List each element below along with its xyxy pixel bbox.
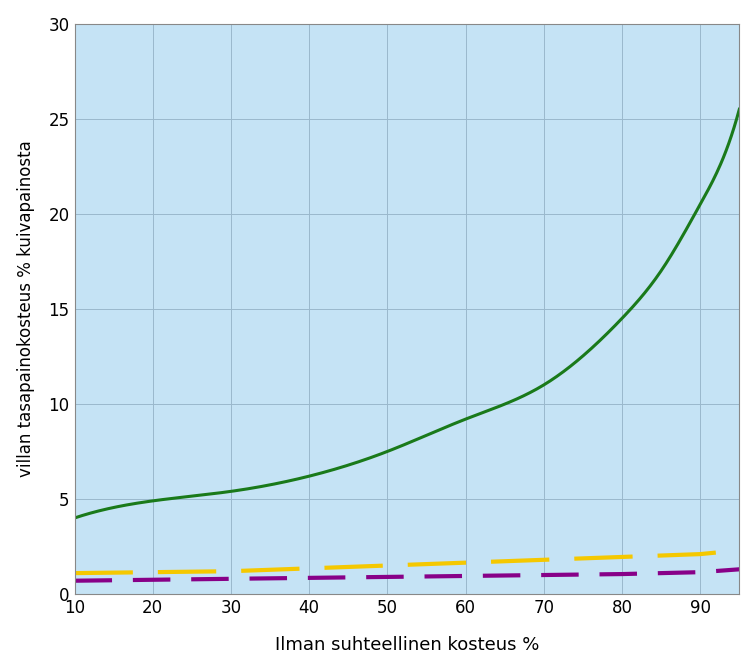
Y-axis label: villan tasapainokosteus % kuivapainosta: villan tasapainokosteus % kuivapainosta — [17, 140, 35, 477]
X-axis label: Ilman suhteellinen kosteus %: Ilman suhteellinen kosteus % — [274, 636, 539, 654]
